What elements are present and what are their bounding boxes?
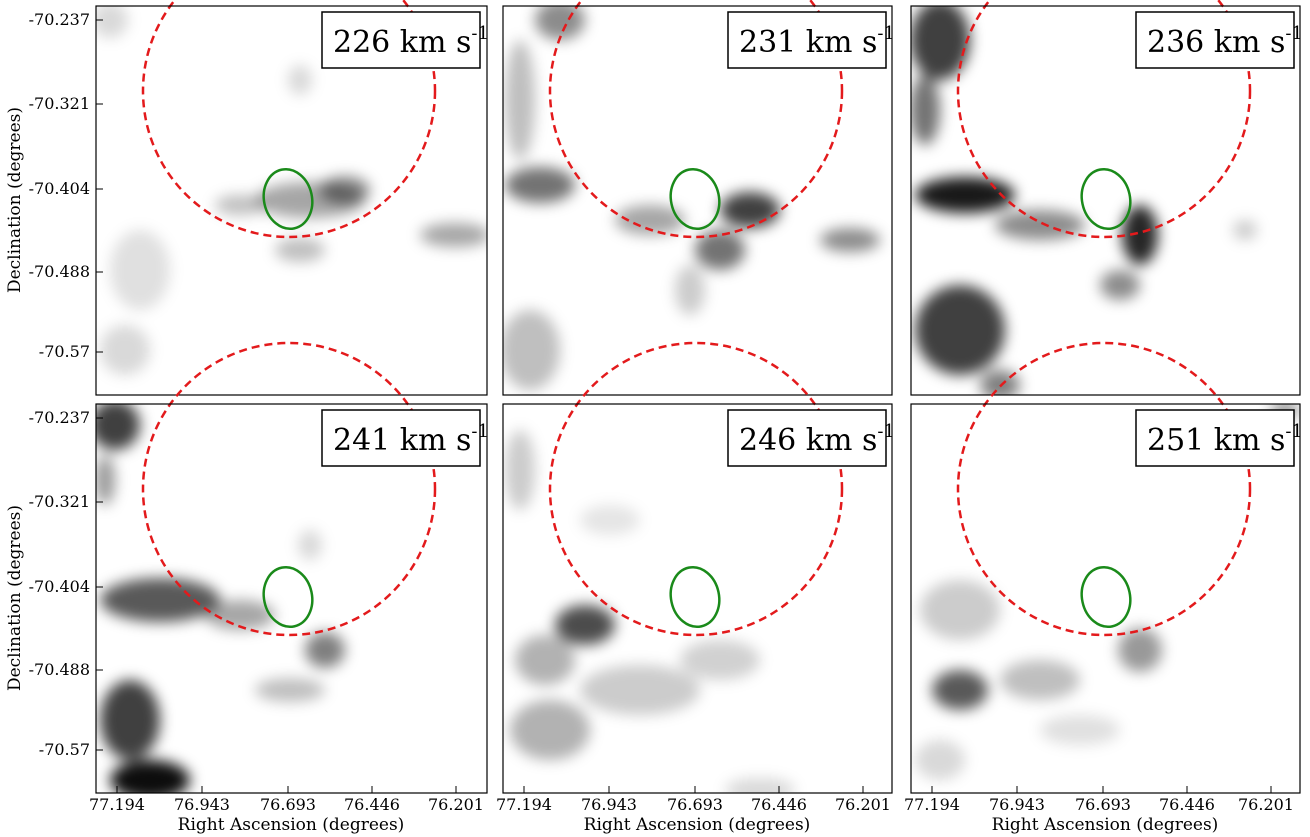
- x-axis-panel-4: 77.194 76.943 76.693 76.446 76.201 Right…: [89, 786, 484, 835]
- y-tick-label: -70.404: [29, 577, 90, 596]
- velocity-text: 241 km s: [333, 423, 471, 458]
- y-tick-label: -70.237: [29, 408, 90, 427]
- velocity-text: 251 km s: [1147, 423, 1285, 458]
- hi-emission-map: [96, 404, 345, 793]
- ellipse-region: [669, 565, 721, 629]
- circle-region: [141, 0, 437, 239]
- y-axis-title: Declination (degrees): [5, 107, 25, 293]
- y-tick-label: -70.57: [39, 342, 90, 361]
- velocity-label-246: 246 km s-1: [727, 409, 895, 467]
- y-tick-label: -70.321: [29, 94, 90, 113]
- circle-region: [956, 341, 1252, 637]
- panel-241: [95, 341, 488, 794]
- y-tick-label: -70.488: [29, 262, 90, 281]
- y-tick-label: -70.404: [29, 179, 90, 198]
- x-tick-label: 77.194: [89, 795, 145, 814]
- circle-region: [956, 0, 1252, 239]
- x-tick-label: 76.201: [835, 795, 891, 814]
- velocity-label-251: 251 km s-1: [1135, 409, 1303, 467]
- x-tick-label: 76.201: [428, 795, 484, 814]
- velocity-exponent: -1: [1285, 421, 1303, 442]
- velocity-text: 246 km s: [739, 423, 877, 458]
- velocity-label-231: 231 km s-1: [727, 11, 895, 69]
- x-tick-label: 76.446: [1159, 795, 1215, 814]
- x-tick-label: 76.693: [667, 795, 723, 814]
- x-tick-label: 76.201: [1238, 795, 1294, 814]
- x-axis-panel-6: 77.194 76.943 76.693 76.446 76.201 Right…: [904, 786, 1294, 835]
- velocity-text: 231 km s: [739, 25, 877, 60]
- hi-emission-map: [915, 404, 1300, 780]
- svg-text:231 km s-1: 231 km s-1: [739, 23, 895, 60]
- x-axis-panel-5: 77.194 76.943 76.693 76.446 76.201 Right…: [496, 786, 891, 835]
- x-axis-title: Right Ascension (degrees): [992, 815, 1219, 835]
- y-tick-label: -70.321: [29, 492, 90, 511]
- panel-frame: [502, 403, 893, 794]
- panel-251: [910, 341, 1301, 794]
- ellipse-region: [262, 167, 314, 231]
- panel-frame: [502, 5, 893, 396]
- hi-emission-map: [911, 6, 1257, 395]
- panel-background: [503, 6, 892, 395]
- y-tick-label: -70.488: [29, 660, 90, 679]
- velocity-label-236: 236 km s-1: [1135, 11, 1303, 69]
- panel-frame: [910, 403, 1301, 794]
- y-tick-label: -70.237: [29, 10, 90, 29]
- x-tick-label: 76.693: [1075, 795, 1131, 814]
- velocity-exponent: -1: [471, 421, 489, 442]
- panel-246: [502, 341, 893, 794]
- velocity-text: 226 km s: [333, 25, 471, 60]
- x-tick-label: 76.943: [989, 795, 1045, 814]
- velocity-exponent: -1: [1285, 23, 1303, 44]
- y-tick-label: -70.57: [39, 740, 90, 759]
- circle-region: [548, 0, 844, 239]
- panel-236: [910, 0, 1301, 396]
- velocity-exponent: -1: [471, 23, 489, 44]
- ellipse-region: [1080, 565, 1132, 629]
- x-tick-label: 76.693: [260, 795, 316, 814]
- x-tick-label: 77.194: [904, 795, 960, 814]
- velocity-label-241: 241 km s-1: [321, 409, 489, 467]
- panel-226: [95, 0, 488, 396]
- velocity-text: 236 km s: [1147, 25, 1285, 60]
- y-axis-title: Declination (degrees): [5, 505, 25, 691]
- ellipse-region: [1080, 167, 1132, 231]
- svg-text:226 km s-1: 226 km s-1: [333, 23, 489, 60]
- y-axis-bottom: -70.237 -70.321 -70.404 -70.488 -70.57: [29, 408, 103, 759]
- hi-emission-map: [96, 6, 487, 375]
- svg-text:246 km s-1: 246 km s-1: [739, 421, 895, 458]
- x-axis-title: Right Ascension (degrees): [178, 815, 405, 835]
- y-axis-top: -70.237 -70.321 -70.404 -70.488 -70.57: [29, 10, 103, 361]
- hi-emission-map: [505, 430, 795, 793]
- x-tick-label: 76.943: [174, 795, 230, 814]
- svg-text:241 km s-1: 241 km s-1: [333, 421, 489, 458]
- panel-frame: [95, 5, 488, 396]
- x-axis-title: Right Ascension (degrees): [584, 815, 811, 835]
- circle-region: [548, 341, 844, 637]
- panel-frame: [910, 5, 1301, 396]
- x-tick-label: 76.943: [581, 795, 637, 814]
- velocity-exponent: -1: [877, 23, 895, 44]
- velocity-exponent: -1: [877, 421, 895, 442]
- velocity-label-226: 226 km s-1: [321, 11, 489, 69]
- svg-text:236 km s-1: 236 km s-1: [1147, 23, 1303, 60]
- x-tick-label: 76.446: [751, 795, 807, 814]
- svg-text:251 km s-1: 251 km s-1: [1147, 421, 1303, 458]
- circle-region: [141, 341, 437, 637]
- ellipse-region: [262, 565, 314, 629]
- ellipse-region: [669, 167, 721, 231]
- panel-frame: [95, 403, 488, 794]
- panel-231: [502, 0, 893, 396]
- x-tick-label: 77.194: [496, 795, 552, 814]
- x-tick-label: 76.446: [344, 795, 400, 814]
